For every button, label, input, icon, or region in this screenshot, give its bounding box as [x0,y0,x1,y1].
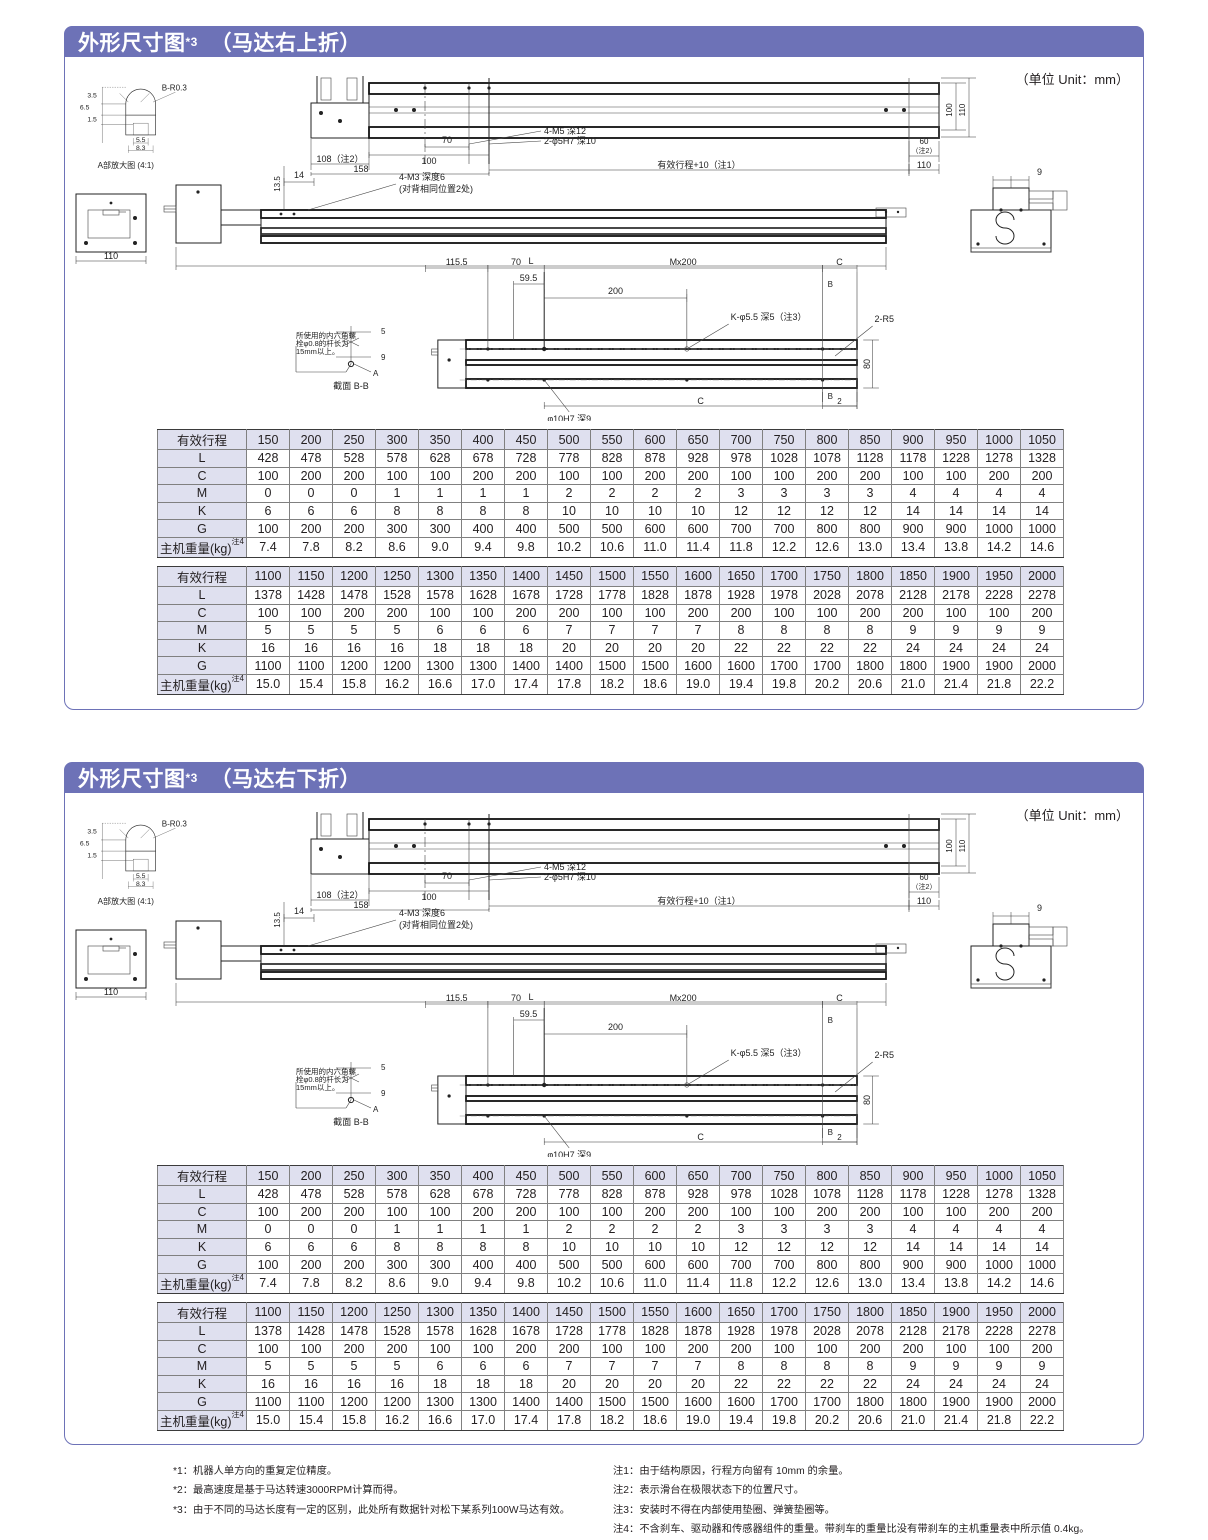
svg-text:80: 80 [862,1095,872,1105]
svg-text:A: A [373,1105,379,1114]
svg-text:5: 5 [381,327,386,336]
svg-text:5: 5 [381,1063,386,1072]
svg-text:13.5: 13.5 [273,912,282,928]
svg-text:200: 200 [608,286,623,296]
svg-text:59.5: 59.5 [520,273,538,283]
svg-text:13.5: 13.5 [273,176,282,192]
svg-text:φ10H7 深9: φ10H7 深9 [547,414,591,421]
svg-text:115.5: 115.5 [446,257,468,267]
svg-text:100: 100 [945,103,954,117]
svg-text:14: 14 [294,906,304,916]
svg-text:108（注2）: 108（注2） [316,889,363,900]
svg-text:9: 9 [381,1089,386,1098]
svg-text:1.5: 1.5 [87,116,97,123]
svg-text:15mm以上。: 15mm以上。 [296,347,339,356]
svg-text:100: 100 [945,839,954,853]
svg-text:158: 158 [353,164,368,174]
svg-text:100: 100 [421,156,436,166]
svg-text:L: L [528,256,533,266]
svg-text:15mm以上。: 15mm以上。 [296,1083,339,1092]
svg-text:8.3: 8.3 [136,145,146,152]
svg-text:5.5: 5.5 [136,137,146,144]
svg-text:(对背相同位置2处): (对背相同位置2处) [399,183,473,194]
svg-text:B: B [828,392,833,401]
svg-text:9: 9 [1037,903,1042,913]
svg-text:60: 60 [920,137,929,146]
svg-text:100: 100 [421,892,436,902]
svg-text:有效行程+10（注1）: 有效行程+10（注1） [657,895,740,906]
svg-text:4-M5 深12: 4-M5 深12 [544,862,586,872]
svg-text:截面 B-B: 截面 B-B [333,1116,369,1127]
svg-text:70: 70 [511,257,521,267]
svg-text:4-M3 深度6: 4-M3 深度6 [399,171,445,182]
svg-text:2-φ5H7 深10: 2-φ5H7 深10 [544,136,596,146]
svg-text:70: 70 [442,135,452,145]
svg-text:4-M3 深度6: 4-M3 深度6 [399,907,445,918]
svg-text:110: 110 [104,987,118,997]
svg-text:108（注2）: 108（注2） [316,153,363,164]
svg-text:3.5: 3.5 [87,93,97,100]
svg-text:A: A [373,369,379,378]
svg-text:K-φ5.5 深5（注3）: K-φ5.5 深5（注3） [731,1047,807,1058]
svg-text:70: 70 [511,993,521,1003]
svg-text:C: C [836,993,843,1003]
svg-text:115.5: 115.5 [446,993,468,1003]
svg-text:L: L [528,992,533,1002]
svg-text:截面 B-B: 截面 B-B [333,380,369,391]
svg-text:9: 9 [1037,167,1042,177]
svg-text:（注2）: （注2） [912,882,937,891]
svg-text:14: 14 [294,170,304,180]
svg-text:2-R5: 2-R5 [875,1050,895,1060]
svg-text:2-φ5H7 深10: 2-φ5H7 深10 [544,872,596,882]
svg-text:3.5: 3.5 [87,829,97,836]
svg-text:1.5: 1.5 [87,852,97,859]
svg-text:110: 110 [958,839,967,852]
svg-text:110: 110 [104,251,118,261]
svg-text:110: 110 [917,896,931,906]
svg-text:2: 2 [837,1133,842,1142]
svg-text:158: 158 [353,900,368,910]
svg-text:φ10H7 深9: φ10H7 深9 [547,1150,591,1157]
svg-text:（注2）: （注2） [912,146,937,155]
svg-text:C: C [697,396,704,406]
svg-text:B: B [828,1016,833,1025]
svg-text:C: C [836,257,843,267]
svg-text:有效行程+10（注1）: 有效行程+10（注1） [657,159,740,170]
svg-text:A部放大图 (4:1): A部放大图 (4:1) [98,896,155,906]
svg-text:110: 110 [958,103,967,116]
svg-text:Mx200: Mx200 [670,257,697,267]
svg-text:9: 9 [381,353,386,362]
svg-text:80: 80 [862,359,872,369]
svg-text:6.5: 6.5 [80,841,90,848]
svg-text:4-M5 深12: 4-M5 深12 [544,126,586,136]
svg-text:5.5: 5.5 [136,873,146,880]
svg-text:200: 200 [608,1022,623,1032]
svg-text:59.5: 59.5 [520,1009,538,1019]
svg-text:70: 70 [442,871,452,881]
svg-text:B: B [828,280,833,289]
svg-text:110: 110 [917,160,931,170]
svg-text:6.5: 6.5 [80,105,90,112]
svg-text:60: 60 [920,873,929,882]
svg-text:K-φ5.5 深5（注3）: K-φ5.5 深5（注3） [731,311,807,322]
svg-text:B-R0.3: B-R0.3 [162,819,188,828]
svg-text:2-R5: 2-R5 [875,314,895,324]
svg-text:2: 2 [837,397,842,406]
svg-text:Mx200: Mx200 [670,993,697,1003]
svg-text:C: C [697,1132,704,1142]
svg-text:8.3: 8.3 [136,881,146,888]
svg-text:B: B [828,1128,833,1137]
svg-text:B-R0.3: B-R0.3 [162,83,188,92]
svg-text:(对背相同位置2处): (对背相同位置2处) [399,919,473,930]
svg-text:A部放大图 (4:1): A部放大图 (4:1) [98,160,155,170]
